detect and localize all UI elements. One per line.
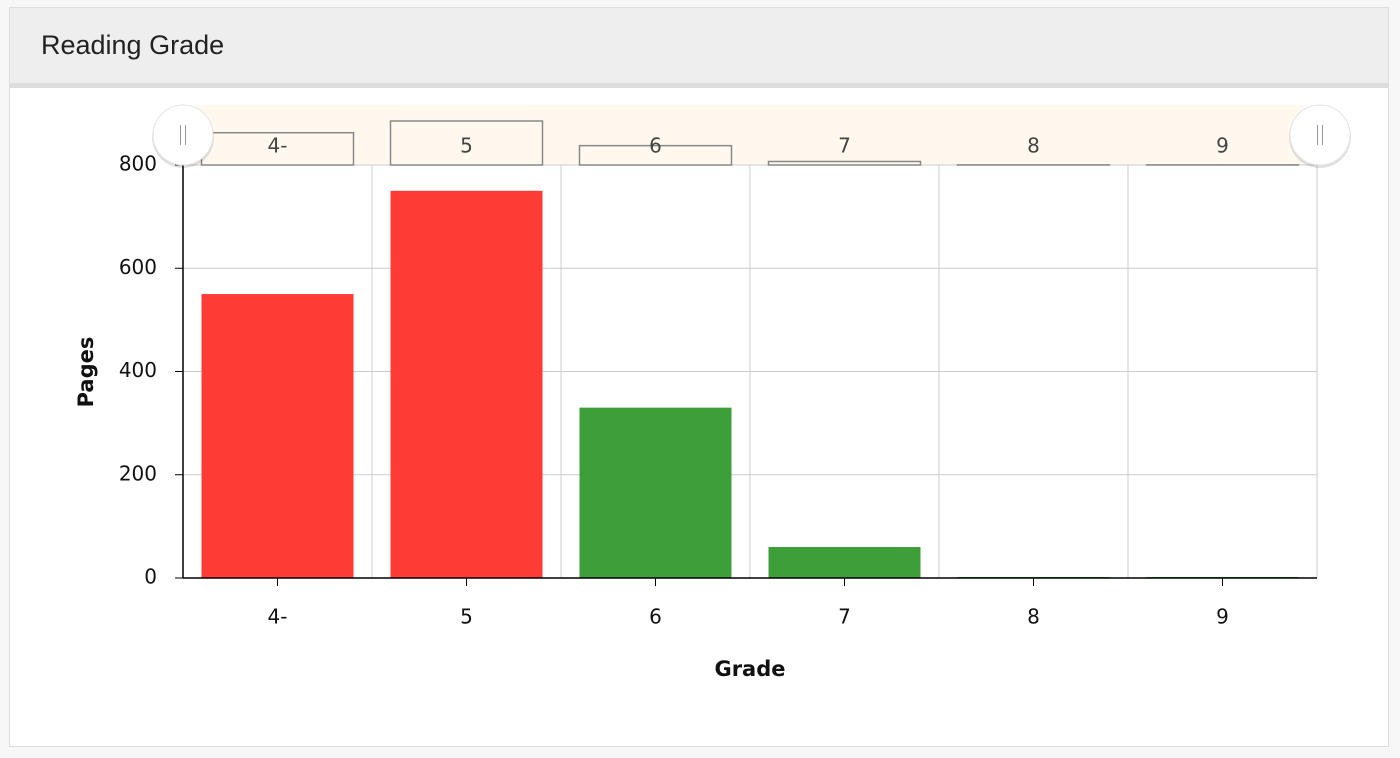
navigator-bar (767, 160, 922, 166)
navigator-label: 6 (649, 134, 662, 158)
x-tick-label: 6 (649, 605, 662, 629)
x-tick-label: 7 (838, 605, 851, 629)
navigator-handle[interactable] (152, 104, 214, 168)
navigator-label: 5 (460, 134, 473, 158)
y-axis-label: Pages (74, 337, 98, 408)
x-axis-label: Grade (714, 657, 785, 681)
panel-title: Reading Grade (41, 30, 225, 60)
y-tick-label: 0 (144, 565, 157, 589)
y-tick-label: 800 (119, 152, 157, 176)
bar (579, 407, 732, 578)
y-tick-label: 400 (119, 358, 157, 382)
x-tick-label: 9 (1216, 605, 1229, 629)
navigator-label: 4- (268, 134, 288, 158)
bar (768, 547, 921, 578)
handle (1289, 104, 1351, 166)
navigator-label: 9 (1216, 134, 1229, 158)
panel-header: Reading Grade (10, 8, 1388, 88)
x-tick-label: 4- (268, 605, 288, 629)
x-tick-label: 5 (460, 605, 473, 629)
bar (390, 190, 543, 578)
navigator-bar (578, 144, 733, 166)
y-tick-label: 200 (119, 461, 157, 485)
navigator-label: 7 (838, 134, 851, 158)
y-tick-label: 600 (119, 255, 157, 279)
navigator-bar (389, 120, 544, 166)
x-tick-label: 8 (1027, 605, 1040, 629)
handle (152, 104, 214, 166)
navigator-label: 8 (1027, 134, 1040, 158)
navigator-handle[interactable] (1289, 104, 1351, 168)
navigator-background (195, 105, 1305, 165)
bar (201, 294, 354, 578)
